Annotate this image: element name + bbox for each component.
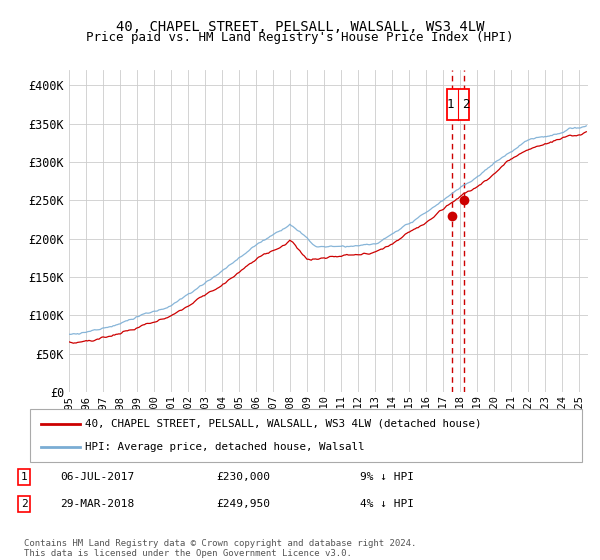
Text: 9% ↓ HPI: 9% ↓ HPI	[360, 472, 414, 482]
Text: £230,000: £230,000	[216, 472, 270, 482]
Text: 2: 2	[462, 98, 470, 111]
Text: Contains HM Land Registry data © Crown copyright and database right 2024.
This d: Contains HM Land Registry data © Crown c…	[24, 539, 416, 558]
Text: 4% ↓ HPI: 4% ↓ HPI	[360, 499, 414, 509]
Text: 29-MAR-2018: 29-MAR-2018	[60, 499, 134, 509]
Text: 40, CHAPEL STREET, PELSALL, WALSALL, WS3 4LW: 40, CHAPEL STREET, PELSALL, WALSALL, WS3…	[116, 20, 484, 34]
Text: HPI: Average price, detached house, Walsall: HPI: Average price, detached house, Wals…	[85, 442, 365, 452]
Text: 2: 2	[20, 499, 28, 509]
Bar	[447, 89, 469, 120]
FancyBboxPatch shape	[30, 409, 582, 462]
Text: 06-JUL-2017: 06-JUL-2017	[60, 472, 134, 482]
Text: £249,950: £249,950	[216, 499, 270, 509]
Text: 1: 1	[20, 472, 28, 482]
Text: 1: 1	[446, 98, 454, 111]
Text: 40, CHAPEL STREET, PELSALL, WALSALL, WS3 4LW (detached house): 40, CHAPEL STREET, PELSALL, WALSALL, WS3…	[85, 419, 482, 429]
Text: Price paid vs. HM Land Registry's House Price Index (HPI): Price paid vs. HM Land Registry's House …	[86, 31, 514, 44]
